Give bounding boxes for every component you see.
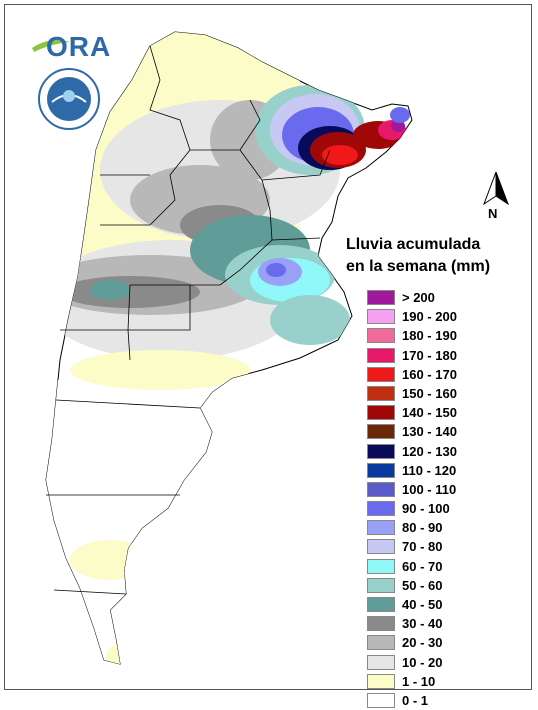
legend-label: 130 - 140 xyxy=(402,424,457,440)
legend-label: 20 - 30 xyxy=(402,635,443,651)
legend-label: 30 - 40 xyxy=(402,616,443,632)
north-arrow-icon xyxy=(482,171,510,206)
ora-logo: ORA xyxy=(30,26,110,66)
legend-item: 40 - 50 xyxy=(367,595,507,614)
legend-item: 100 - 110 xyxy=(367,480,507,499)
north-arrow: N xyxy=(478,170,514,224)
legend-swatch xyxy=(367,481,395,497)
legend-item: 30 - 40 xyxy=(367,614,507,633)
legend-swatch xyxy=(367,462,395,478)
legend-item: 70 - 80 xyxy=(367,537,507,556)
legend-title: Lluvia acumulada en la semana (mm) xyxy=(346,234,536,278)
legend-label: 140 - 150 xyxy=(402,405,457,421)
legend-swatch xyxy=(367,385,395,401)
legend-label: 90 - 100 xyxy=(402,501,450,517)
legend-label: 50 - 60 xyxy=(402,577,443,593)
legend-item: 130 - 140 xyxy=(367,422,507,441)
north-letter: N xyxy=(488,206,498,221)
legend-label: 0 - 1 xyxy=(402,692,429,708)
legend-item: > 200 xyxy=(367,288,507,307)
legend-label: 150 - 160 xyxy=(402,385,457,401)
legend-label: 180 - 190 xyxy=(402,328,457,344)
legend-label: 110 - 120 xyxy=(402,462,457,478)
legend-item: 180 - 190 xyxy=(367,326,507,345)
legend-item: 10 - 20 xyxy=(367,653,507,672)
legend-swatch xyxy=(367,558,395,574)
seal-icon xyxy=(38,68,100,130)
legend-item: 120 - 130 xyxy=(367,442,507,461)
legend-item: 20 - 30 xyxy=(367,633,507,652)
legend-title-line1: Lluvia acumulada xyxy=(346,236,481,253)
legend-swatch xyxy=(367,347,395,363)
legend-label: 170 - 180 xyxy=(402,347,457,363)
legend-label: 80 - 90 xyxy=(402,520,443,536)
legend-swatch xyxy=(367,616,395,632)
legend-item: 190 - 200 xyxy=(367,307,507,326)
legend-swatch xyxy=(367,309,395,325)
legend-item: 80 - 90 xyxy=(367,518,507,537)
ora-logo-text: ORA xyxy=(46,31,112,62)
legend-swatch xyxy=(367,366,395,382)
weather-service-seal xyxy=(38,68,100,130)
legend-label: 40 - 50 xyxy=(402,597,443,612)
legend-label: 160 - 170 xyxy=(402,366,457,382)
legend-swatch xyxy=(367,692,395,708)
legend-swatch xyxy=(367,520,395,536)
legend-label: 1 - 10 xyxy=(402,673,436,689)
legend-item: 170 - 180 xyxy=(367,346,507,365)
legend-swatch xyxy=(367,443,395,459)
legend-swatch xyxy=(367,501,395,517)
legend-swatch xyxy=(367,597,395,612)
legend-swatch xyxy=(367,290,395,305)
legend-item: 150 - 160 xyxy=(367,384,507,403)
legend-item: 140 - 150 xyxy=(367,403,507,422)
legend-label: 100 - 110 xyxy=(402,481,457,497)
legend-label: 120 - 130 xyxy=(402,443,457,459)
legend-swatch xyxy=(367,328,395,344)
legend-label: 70 - 80 xyxy=(402,539,443,555)
legend-swatch xyxy=(367,405,395,421)
legend-label: 190 - 200 xyxy=(402,309,457,325)
legend-swatch xyxy=(367,424,395,440)
legend-item: 160 - 170 xyxy=(367,365,507,384)
legend-item: 1 - 10 xyxy=(367,672,507,691)
legend-item: 50 - 60 xyxy=(367,576,507,595)
legend-swatch xyxy=(367,577,395,593)
legend-swatch xyxy=(367,673,395,689)
legend-label: > 200 xyxy=(402,290,435,305)
legend-swatch xyxy=(367,654,395,670)
legend-swatch xyxy=(367,635,395,651)
legend-title-line2: en la semana (mm) xyxy=(346,258,491,275)
legend-label: 60 - 70 xyxy=(402,558,443,574)
legend-item: 60 - 70 xyxy=(367,557,507,576)
legend-label: 10 - 20 xyxy=(402,654,443,670)
legend-swatch xyxy=(367,539,395,555)
legend-item: 0 - 1 xyxy=(367,691,507,710)
ora-leaf-icon xyxy=(32,40,70,52)
legend: > 200 190 - 200 180 - 190 170 - 180 160 - 17… xyxy=(367,288,507,710)
legend-item: 90 - 100 xyxy=(367,499,507,518)
legend-item: 110 - 120 xyxy=(367,461,507,480)
